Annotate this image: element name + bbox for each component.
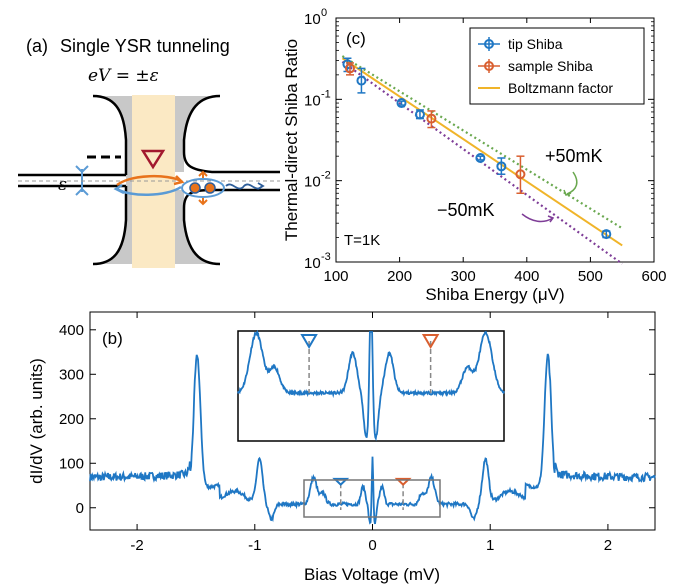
tip-shiba-point xyxy=(396,98,407,109)
inset-spectrum-line xyxy=(237,329,505,442)
right-dos-edge-bottom xyxy=(182,188,280,266)
c-ytick-exponent: -2 xyxy=(321,170,331,182)
legend-tip-label: tip Shiba xyxy=(508,36,563,52)
b-xtick-label: -2 xyxy=(130,537,143,554)
panel-a-label: (a) xyxy=(26,36,48,56)
panel-c-minus-offset-label: −50mK xyxy=(437,200,495,220)
tunneling-arrow-blue-head xyxy=(113,183,125,195)
b-xtick-label: 0 xyxy=(368,537,376,554)
c-ytick-label: 10 xyxy=(304,92,321,109)
panel-c-x-ticks: 100 200 300 400 500 600 xyxy=(323,18,667,285)
sample-shiba-point xyxy=(344,63,355,74)
tip-shiba-point xyxy=(475,152,486,163)
b-xtick-label: 2 xyxy=(604,537,612,554)
tip-shiba-point xyxy=(601,229,612,240)
legend-sample-label: sample Shiba xyxy=(508,58,593,74)
legend-tip-marker xyxy=(484,39,494,49)
c-ytick-label: 10 xyxy=(304,255,321,272)
relaxation-arrow-head xyxy=(257,182,265,190)
inset-frame xyxy=(237,330,505,442)
c-xtick-label: 300 xyxy=(451,268,476,285)
epsilon-arrow-head-bottom xyxy=(75,187,89,196)
b-ytick-label: 200 xyxy=(59,411,84,428)
left-dos-edge-top xyxy=(92,94,128,175)
inset-sample-triangle xyxy=(421,334,440,349)
tunneling-arrow-orange-head xyxy=(173,175,185,186)
legend-boltzmann-label: Boltzmann factor xyxy=(508,80,613,96)
panel-b-y-axis-title: dI/dV (arb. units) xyxy=(27,358,46,484)
c-xtick-label: 500 xyxy=(578,268,603,285)
c-xtick-label: 200 xyxy=(387,268,412,285)
plus-offset-pointer-head xyxy=(563,189,572,196)
panel-b-inset xyxy=(237,329,505,442)
inset-tip-triangle xyxy=(300,334,318,349)
b-ytick-label: 0 xyxy=(76,500,84,517)
panel-a-equation: eV = ±ε xyxy=(88,66,159,86)
legend-sample-marker xyxy=(484,61,494,71)
panel-c-label: (c) xyxy=(346,29,366,48)
panel-b-chart: 0 100 200 300 400 -2 -1 0 1 2 (b) Bias Voltage (… xyxy=(27,311,656,584)
panel-c-plus-offset-label: +50mK xyxy=(545,146,603,166)
tunneling-arrow-orange xyxy=(116,174,182,187)
c-ytick-exponent: 0 xyxy=(321,7,327,19)
right-dos-edge-top xyxy=(182,94,280,174)
main-tip-triangle xyxy=(332,477,350,487)
plus-offset-pointer xyxy=(566,171,578,195)
ysr-peak-triangle xyxy=(140,149,166,170)
panel-b-spectrum xyxy=(89,353,656,525)
tip-shiba-point xyxy=(496,161,507,172)
panel-c-fit-lines xyxy=(341,55,623,265)
panel-c-data-points xyxy=(342,57,612,240)
minus-offset-pointer xyxy=(521,213,554,223)
tip-shiba-point xyxy=(356,75,367,86)
right-dos-fill-bottom xyxy=(175,190,220,264)
panel-a-title: Single YSR tunneling xyxy=(60,36,230,56)
minus-offset-pointer-head xyxy=(547,215,555,223)
tip-shiba-point xyxy=(414,109,425,120)
left-dos-edge-bottom xyxy=(92,186,128,266)
b-ytick-label: 300 xyxy=(59,366,84,383)
panel-c-plot-area xyxy=(335,17,655,263)
relaxation-wiggle xyxy=(225,183,263,190)
panel-b-label: (b) xyxy=(102,329,123,348)
panel-b-x-ticks: -2 -1 0 1 2 xyxy=(130,312,612,554)
panel-c-temperature-annotation: T=1K xyxy=(344,232,380,249)
panel-b-y-ticks: 0 100 200 300 400 xyxy=(59,322,655,517)
right-dos-fill-top xyxy=(175,96,220,172)
c-xtick-label: 100 xyxy=(323,268,348,285)
panel-c-legend: tip Shiba sample Shiba Boltzmann factor xyxy=(469,27,645,105)
b-ytick-label: 100 xyxy=(59,455,84,472)
main-sample-triangle xyxy=(394,477,412,487)
c-xtick-label: 400 xyxy=(514,268,539,285)
b-ytick-label: 400 xyxy=(59,322,84,339)
sample-shiba-point xyxy=(515,169,526,180)
c-ytick-exponent: -3 xyxy=(321,251,331,263)
panel-c-y-axis-title: Thermal-direct Shiba Ratio xyxy=(282,39,301,241)
sample-shiba-point xyxy=(426,113,437,124)
boltzmann-factor-line xyxy=(341,57,623,247)
didv-spectrum-line xyxy=(89,353,656,525)
spin-arrow-down xyxy=(198,198,208,206)
quasiparticle-right xyxy=(204,182,216,194)
epsilon-arrow-head-top xyxy=(75,165,89,174)
c-ytick-label: 10 xyxy=(304,174,321,191)
panel-c-x-axis-title: Shiba Energy (μV) xyxy=(425,285,564,304)
zoom-region-box xyxy=(303,479,441,518)
panel-a-schematic: (a) Single YSR tunneling eV = ±ε ε xyxy=(18,36,280,268)
spin-arrow-up xyxy=(198,170,208,178)
c-xtick-label: 600 xyxy=(641,268,666,285)
b-xtick-label: 1 xyxy=(486,537,494,554)
left-dos-fill xyxy=(93,96,132,264)
epsilon-label: ε xyxy=(58,175,67,195)
b-xtick-label: -1 xyxy=(248,537,261,554)
panel-b-x-axis-title: Bias Voltage (mV) xyxy=(304,565,440,584)
pair-ellipse xyxy=(181,178,225,198)
quasiparticle-left xyxy=(189,182,201,194)
c-ytick-label: 10 xyxy=(304,11,321,28)
c-ytick-exponent: -1 xyxy=(321,88,331,100)
